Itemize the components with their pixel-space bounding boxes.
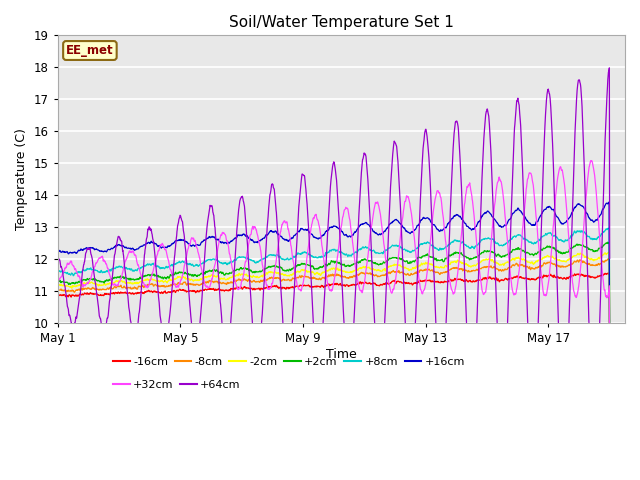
-16cm: [431, 278, 438, 284]
+2cm: [260, 268, 268, 274]
+8cm: [282, 257, 289, 263]
+8cm: [279, 256, 287, 262]
+16cm: [606, 375, 614, 381]
-2cm: [260, 271, 268, 277]
+32cm: [587, 158, 595, 164]
+64cm: [85, 246, 93, 252]
+8cm: [605, 226, 613, 231]
-8cm: [282, 277, 289, 283]
-16cm: [260, 285, 268, 291]
+8cm: [260, 256, 268, 262]
+64cm: [606, 255, 614, 261]
+16cm: [605, 199, 613, 205]
+64cm: [282, 353, 289, 359]
-8cm: [260, 278, 268, 284]
+32cm: [606, 401, 614, 407]
+8cm: [431, 245, 438, 251]
+8cm: [172, 261, 179, 267]
+32cm: [279, 221, 287, 227]
+64cm: [260, 279, 268, 285]
Y-axis label: Temperature (C): Temperature (C): [15, 128, 28, 230]
-2cm: [606, 380, 614, 385]
-2cm: [431, 264, 438, 270]
+32cm: [260, 270, 268, 276]
+32cm: [85, 279, 93, 285]
-8cm: [606, 384, 614, 389]
+16cm: [172, 238, 179, 244]
+2cm: [431, 255, 438, 261]
Title: Soil/Water Temperature Set 1: Soil/Water Temperature Set 1: [229, 15, 454, 30]
+2cm: [605, 239, 613, 245]
-2cm: [54, 401, 61, 407]
+64cm: [431, 283, 438, 289]
X-axis label: Time: Time: [326, 348, 356, 360]
+2cm: [279, 267, 287, 273]
-16cm: [54, 408, 61, 413]
+64cm: [591, 414, 598, 420]
+64cm: [172, 245, 179, 251]
+16cm: [54, 405, 61, 411]
Line: -2cm: -2cm: [58, 252, 610, 404]
Line: +16cm: +16cm: [58, 202, 610, 408]
-16cm: [85, 291, 93, 297]
+16cm: [260, 235, 268, 241]
-16cm: [606, 394, 614, 399]
+64cm: [54, 383, 61, 388]
-8cm: [54, 404, 61, 409]
+2cm: [85, 276, 93, 282]
Line: -8cm: -8cm: [58, 259, 610, 407]
-8cm: [431, 268, 438, 274]
+16cm: [282, 237, 289, 242]
-2cm: [282, 272, 289, 277]
Text: EE_met: EE_met: [66, 44, 114, 57]
+8cm: [606, 363, 614, 369]
+32cm: [282, 220, 289, 226]
-8cm: [172, 281, 179, 287]
+2cm: [172, 269, 179, 275]
Line: +2cm: +2cm: [58, 242, 610, 401]
+2cm: [282, 268, 289, 274]
-2cm: [279, 271, 287, 277]
+16cm: [431, 222, 438, 228]
-2cm: [605, 250, 612, 255]
+2cm: [54, 398, 61, 404]
+16cm: [85, 245, 93, 251]
-16cm: [282, 286, 289, 291]
-16cm: [604, 270, 612, 276]
Line: +8cm: +8cm: [58, 228, 610, 395]
-16cm: [279, 285, 287, 290]
-16cm: [172, 289, 179, 295]
-8cm: [85, 286, 93, 291]
+8cm: [85, 266, 93, 272]
+32cm: [172, 283, 179, 288]
+2cm: [606, 372, 614, 378]
+64cm: [279, 319, 287, 325]
+8cm: [54, 392, 61, 398]
Line: +32cm: +32cm: [58, 161, 610, 404]
+32cm: [431, 200, 438, 205]
Legend: +32cm, +64cm: +32cm, +64cm: [109, 376, 245, 395]
Line: -16cm: -16cm: [58, 273, 610, 410]
-8cm: [605, 256, 612, 262]
-2cm: [85, 280, 93, 286]
+32cm: [54, 399, 61, 405]
+64cm: [605, 65, 613, 71]
+16cm: [279, 236, 287, 241]
Line: +64cm: +64cm: [58, 68, 610, 417]
-2cm: [172, 276, 179, 282]
-8cm: [279, 277, 287, 283]
